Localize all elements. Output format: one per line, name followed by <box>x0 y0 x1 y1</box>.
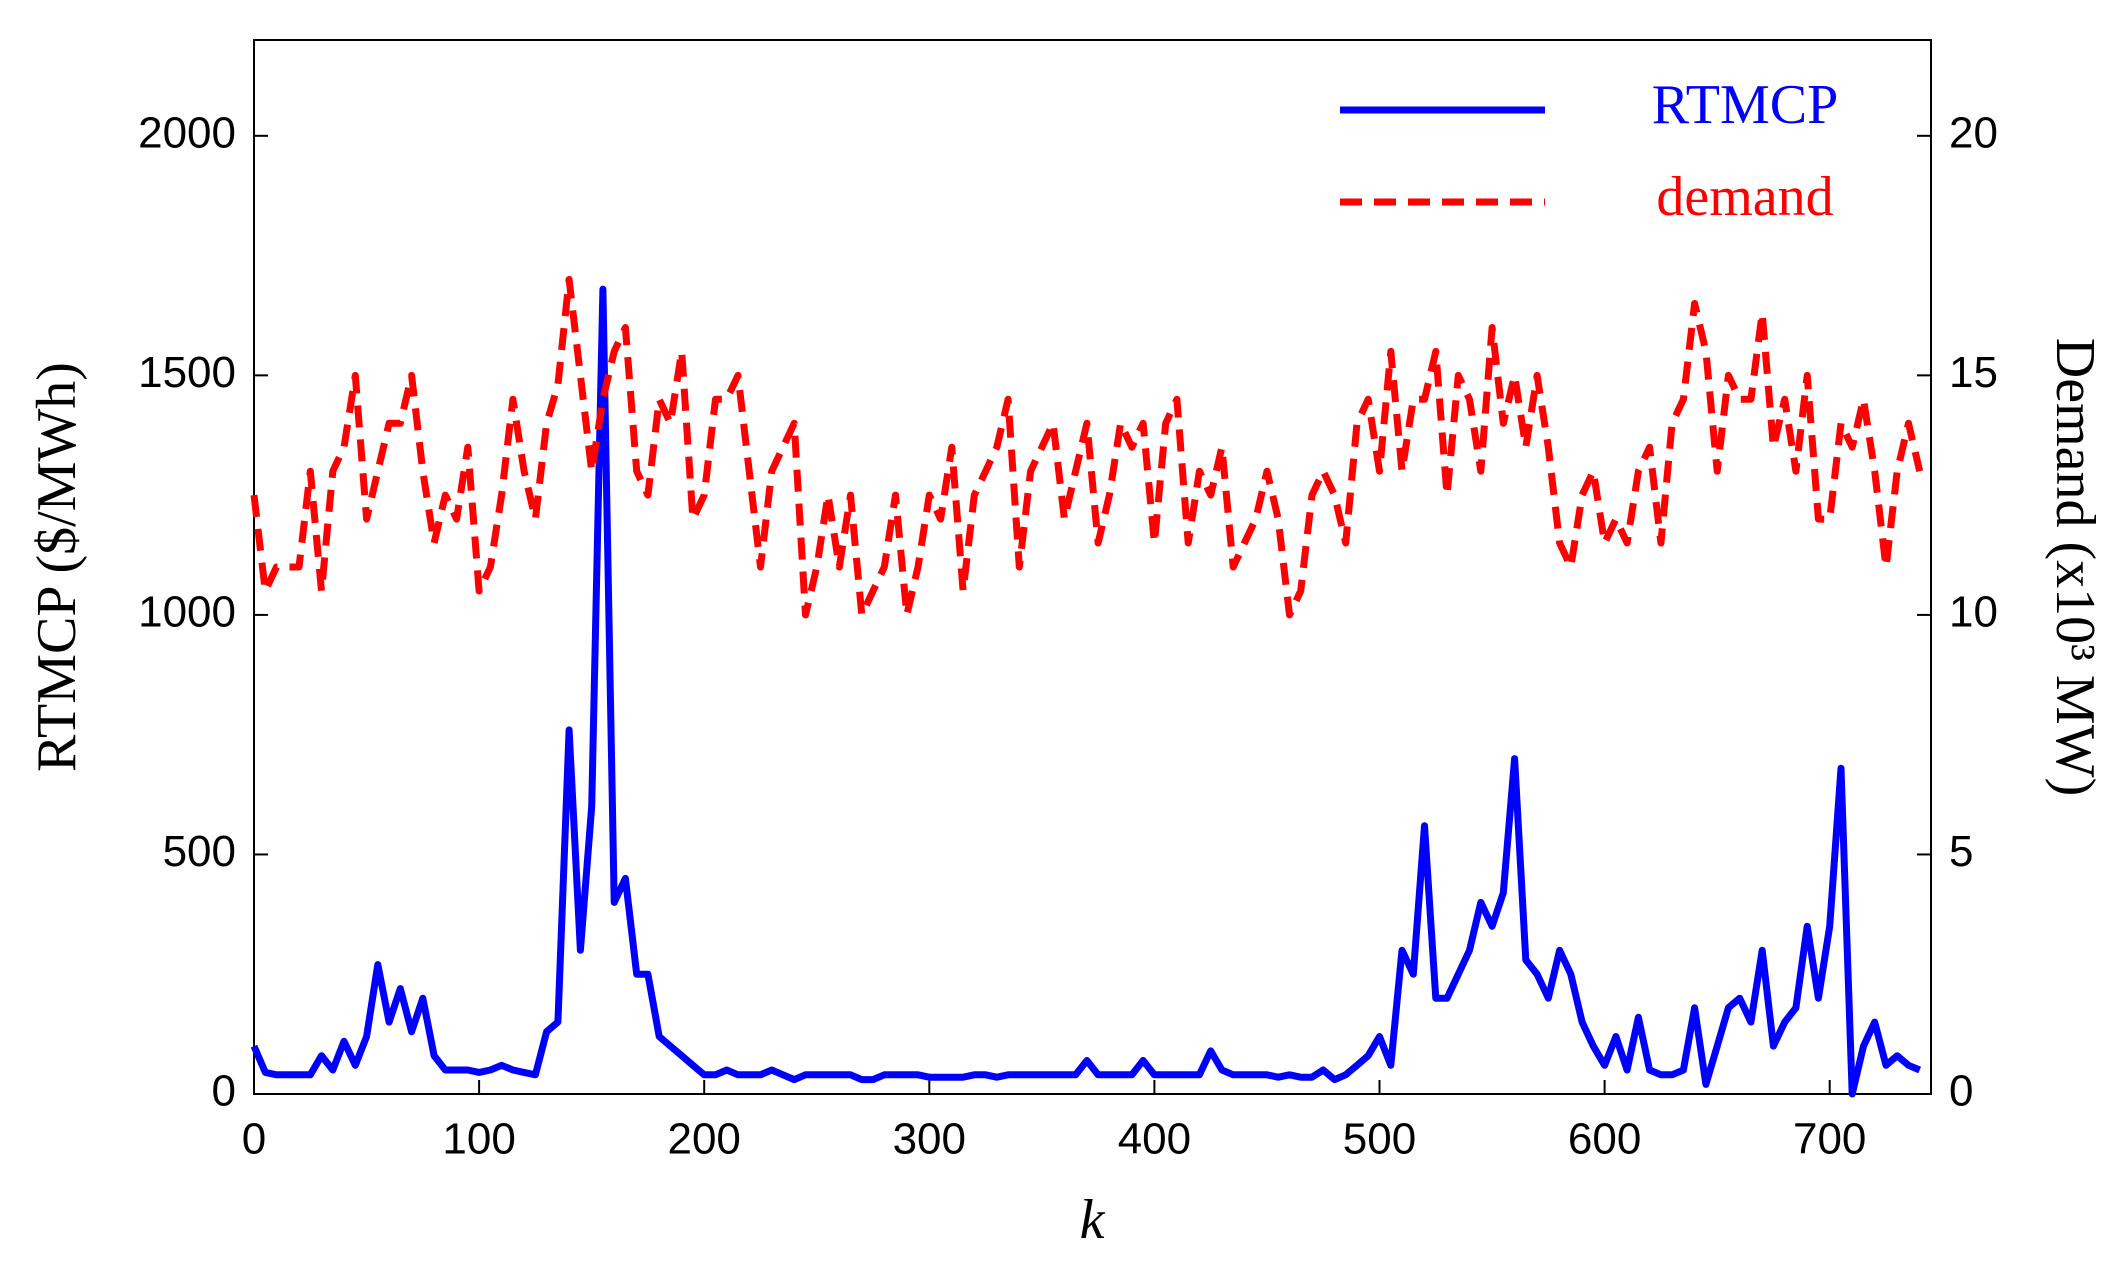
x-tick-label: 500 <box>1343 1115 1416 1164</box>
y-tick-label: 500 <box>163 827 236 876</box>
y2-tick-label: 10 <box>1949 588 1998 637</box>
y-tick-label: 1000 <box>138 588 236 637</box>
y2-tick-label: 15 <box>1949 348 1998 397</box>
x-tick-label: 300 <box>893 1115 966 1164</box>
x-tick-label: 100 <box>442 1115 515 1164</box>
x-tick-label: 0 <box>242 1115 266 1164</box>
y2-tick-label: 0 <box>1949 1067 1973 1116</box>
legend-label: RTMCP <box>1652 74 1838 136</box>
y2-tick-label: 5 <box>1949 827 1973 876</box>
x-tick-label: 200 <box>667 1115 740 1164</box>
y-tick-label: 0 <box>212 1067 236 1116</box>
y-tick-label: 2000 <box>138 108 236 157</box>
y2-axis-label: Demand (x10³ MW) <box>2044 338 2106 796</box>
x-tick-label: 400 <box>1118 1115 1191 1164</box>
x-axis-label: k <box>1080 1189 1106 1251</box>
x-tick-label: 700 <box>1793 1115 1866 1164</box>
plot-frame <box>253 39 1932 1095</box>
data-line <box>250 276 1924 619</box>
y2-tick-label: 20 <box>1949 108 1998 157</box>
data-line <box>250 285 1922 1098</box>
legend-label: demand <box>1656 166 1833 228</box>
y-tick-label: 1500 <box>138 348 236 397</box>
x-tick-label: 600 <box>1568 1115 1641 1164</box>
y-axis-label: RTMCP ($/MWh) <box>26 362 88 772</box>
